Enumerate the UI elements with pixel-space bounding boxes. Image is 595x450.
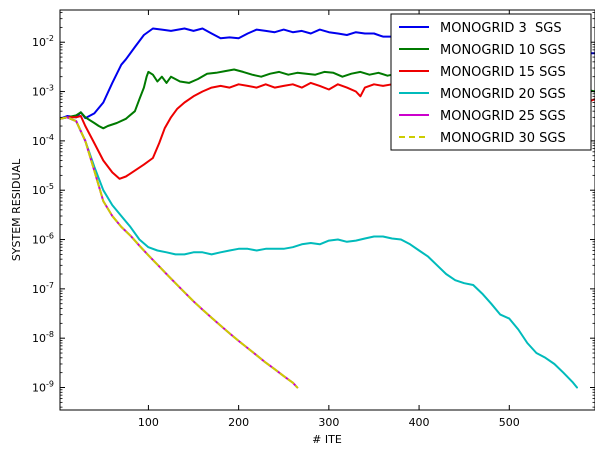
axis-ticks: 100 200 300 400 500 10-9 10-8 10-7 10-6 10-5 10-4 1… bbox=[32, 10, 595, 429]
series-line-4 bbox=[60, 116, 578, 389]
y-axis-title: SYSTEM RESIDUAL bbox=[10, 158, 23, 261]
y-tick-label: 10-6 bbox=[32, 232, 54, 247]
y-tick-label: 10-4 bbox=[32, 133, 54, 148]
legend-label-1: MONOGRID 3 SGS bbox=[440, 21, 562, 36]
series-layer bbox=[60, 27, 595, 389]
y-tick-label: 10-2 bbox=[32, 34, 54, 49]
legend-label-5: MONOGRID 25 SGS bbox=[440, 109, 566, 124]
x-tick-label: 200 bbox=[228, 416, 249, 429]
legend-label-2: MONOGRID 10 SGS bbox=[440, 43, 566, 58]
series-line-5 bbox=[60, 116, 299, 389]
legend: MONOGRID 3 SGS MONOGRID 10 SGS MONOGRID 15… bbox=[390, 13, 592, 151]
legend-label-4: MONOGRID 20 SGS bbox=[440, 87, 566, 102]
x-tick-label: 100 bbox=[138, 416, 159, 429]
y-tick-label: 10-7 bbox=[32, 281, 54, 296]
x-tick-label: 500 bbox=[499, 416, 520, 429]
x-tick-label: 300 bbox=[318, 416, 339, 429]
y-tick-label: 10-5 bbox=[32, 182, 54, 197]
y-tick-label: 10-8 bbox=[32, 330, 54, 345]
y-tick-label: 10-9 bbox=[32, 380, 54, 395]
legend-label-3: MONOGRID 15 SGS bbox=[440, 65, 566, 80]
y-tick-label: 10-3 bbox=[32, 84, 54, 99]
legend-box bbox=[390, 13, 592, 151]
series-line-6 bbox=[60, 116, 299, 389]
legend-label-6: MONOGRID 30 SGS bbox=[440, 131, 566, 146]
x-axis-title: # ITE bbox=[312, 433, 342, 446]
x-tick-label: 400 bbox=[409, 416, 430, 429]
